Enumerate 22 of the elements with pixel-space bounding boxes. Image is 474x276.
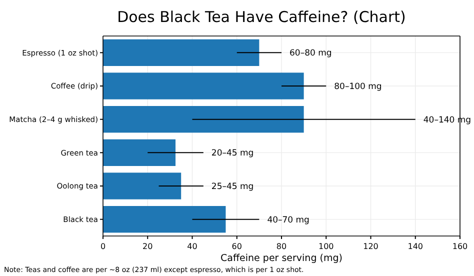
x-tick-label: 140 [408,242,424,251]
x-tick-label: 160 [452,242,468,251]
annotation: 80–100 mg [334,82,382,92]
chart-title: Does Black Tea Have Caffeine? (Chart) [117,8,406,26]
x-tick-label: 100 [318,242,334,251]
bar [103,139,176,166]
x-tick-label: 40 [187,242,198,251]
annotation: 60–80 mg [290,48,332,59]
x-tick-label: 60 [232,242,242,251]
x-tick-label: 120 [363,242,378,251]
annotation: 20–45 mg [211,148,254,159]
annotation: 40–70 mg [267,215,310,226]
bar [103,206,226,233]
x-tick-label: 0 [100,242,106,251]
x-axis-title: Caffeine per serving (mg) [220,253,342,264]
annotation: 25–45 mg [211,182,254,192]
bar [103,106,304,133]
x-tick-label: 80 [276,242,287,251]
x-tick-label: 20 [142,242,153,251]
bar [103,172,182,200]
bar [103,72,304,100]
bar [103,39,260,66]
